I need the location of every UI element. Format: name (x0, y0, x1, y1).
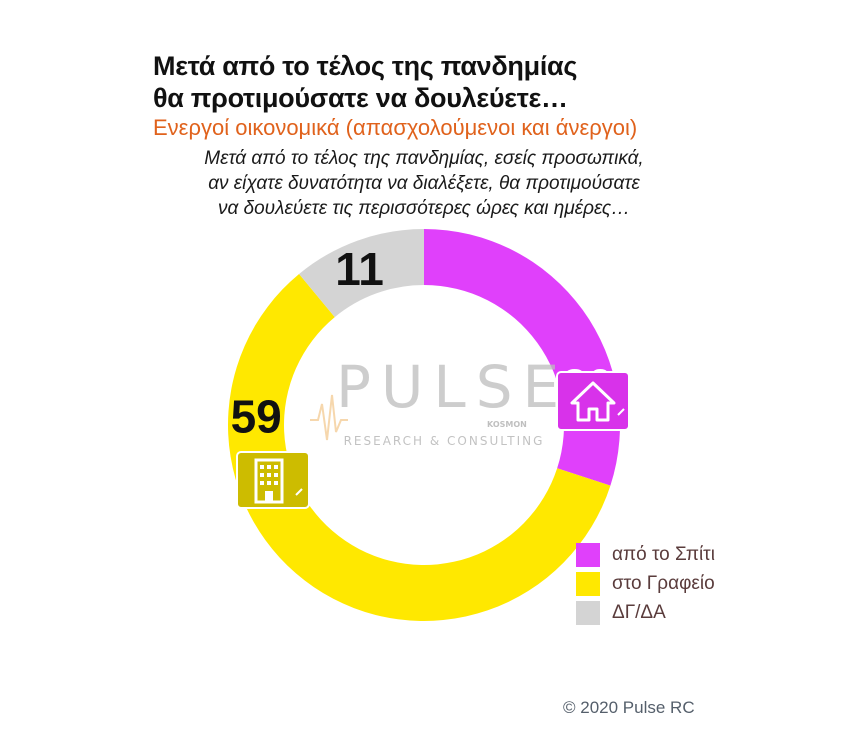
legend-label-dk-na: ΔΓ/ΔΑ (612, 601, 666, 623)
legend-label-home: από το Σπίτι (612, 543, 715, 565)
donut-slice-dk-na (299, 229, 424, 318)
question-line-3: να δουλεύετε τις περισσότερες ώρες και η… (217, 198, 631, 219)
donut-slice-office (228, 273, 611, 621)
legend-swatch-dk-na (576, 600, 600, 625)
legend-item-home: από το Σπίτι (576, 541, 715, 568)
legend-item-dk-na: ΔΓ/ΔΑ (576, 599, 715, 626)
data-label-dk-na: 11 (335, 243, 384, 295)
office-building-icon (236, 451, 310, 514)
title-line-2: θα προτιμούσατε να δουλεύετε… (153, 83, 568, 113)
house-icon (556, 371, 630, 436)
survey-question: Μετά από το τέλος της πανδημίας, εσείς π… (150, 146, 698, 221)
legend-swatch-office (576, 571, 600, 596)
pulse-watermark-line-icon (310, 394, 348, 441)
data-label-office: 59 (231, 390, 282, 442)
question-line-2: αν είχατε δυνατότητα να διαλέξετε, θα πρ… (208, 173, 640, 194)
copyright-notice: © 2020 Pulse RC (563, 698, 695, 717)
question-line-1: Μετά από το τέλος της πανδημίας, εσείς π… (204, 148, 644, 169)
chart-subtitle: Ενεργοί οικονομικά (απασχολούμενοι και ά… (153, 115, 638, 140)
legend-swatch-home (576, 542, 600, 567)
watermark-partner: KOSMON (487, 420, 527, 429)
legend-label-office: στο Γραφείο (612, 572, 715, 594)
watermark-logo-text: PULSE (336, 353, 570, 421)
watermark-tagline: RESEARCH & CONSULTING (343, 434, 545, 448)
title-line-1: Μετά από το τέλος της πανδημίας (153, 51, 578, 81)
chart-title: Μετά από το τέλος της πανδημίας θα προτι… (153, 50, 753, 114)
chart-legend: από το Σπίτι στο Γραφείο ΔΓ/ΔΑ (576, 541, 715, 628)
legend-item-office: στο Γραφείο (576, 570, 715, 597)
